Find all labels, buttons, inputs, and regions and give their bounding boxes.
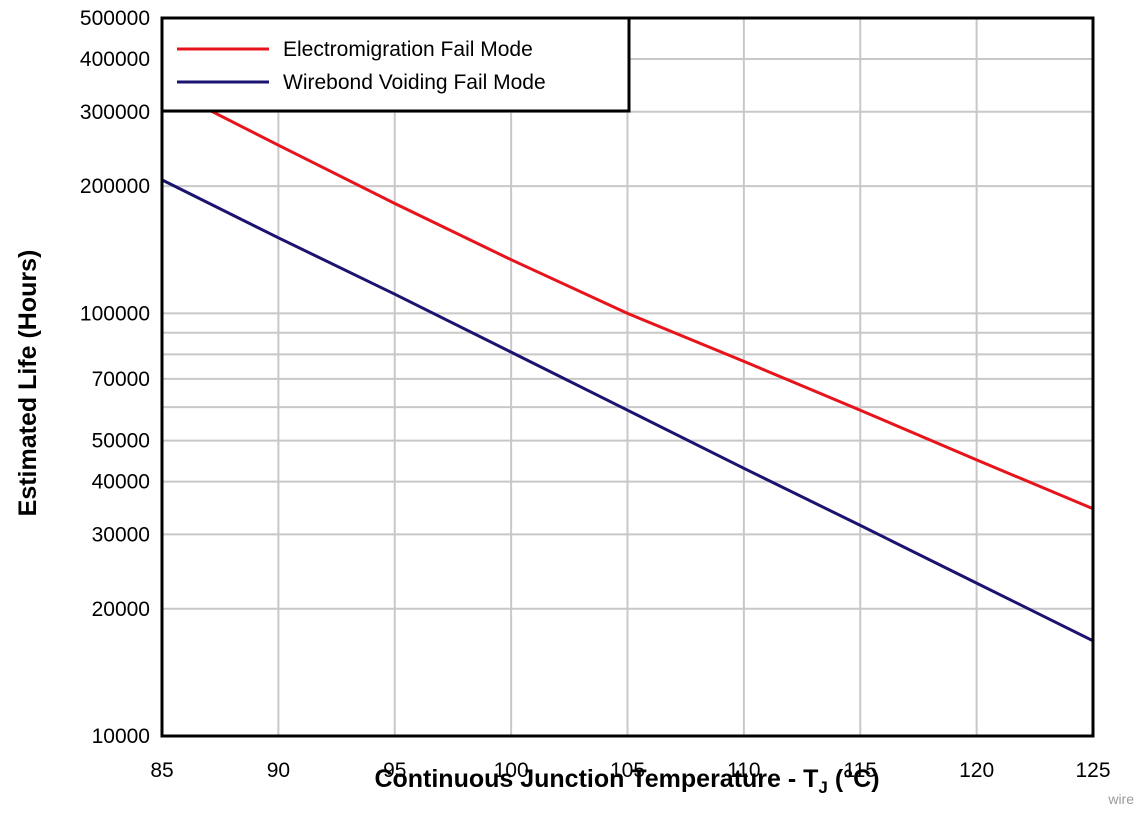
y-tick-label: 500000 (80, 7, 150, 30)
x-tick-label: 100 (494, 759, 529, 782)
x-axis-title: Continuous Junction Temperature - TJ (°C… (374, 765, 879, 797)
legend-label: Electromigration Fail Mode (283, 38, 533, 61)
y-tick-label: 400000 (80, 48, 150, 71)
y-axis-title: Estimated Life (Hours) (14, 250, 42, 517)
x-tick-label: 115 (844, 759, 877, 782)
x-tick-label: 125 (1075, 759, 1110, 782)
series-line-1 (161, 84, 1094, 511)
x-tick-label: 85 (150, 759, 173, 782)
footer-note: wire (1108, 791, 1134, 807)
legend-box (160, 16, 631, 113)
y-axis-ticks: 10000 20000 30000 40000 50000 70000 100000 2000… (80, 7, 150, 748)
x-tick-label: 105 (610, 759, 645, 782)
y-tick-label: 10000 (92, 725, 150, 748)
x-axis-ticks: 85 90 95 100 105 110 115 120 125 (150, 759, 1110, 782)
y-tick-label: 70000 (92, 368, 150, 391)
y-tick-label: 40000 (92, 471, 150, 494)
legend-label: Wirebond Voiding Fail Mode (283, 71, 546, 94)
x-tick-label: 110 (727, 759, 760, 782)
x-tick-label: 90 (267, 759, 290, 782)
grid (162, 18, 1093, 736)
x-tick-label: 120 (959, 759, 994, 782)
x-tick-label: 95 (383, 759, 406, 782)
y-tick-label: 300000 (80, 101, 150, 124)
series-line-2 (161, 178, 1094, 643)
x-axis-title-subscript: J (818, 778, 827, 797)
y-tick-label: 20000 (92, 598, 150, 621)
y-tick-label: 200000 (80, 175, 150, 198)
legend: Electromigration Fail Mode Wirebond Voidi… (160, 16, 631, 113)
series-layer (161, 84, 1094, 643)
y-tick-label: 30000 (92, 523, 150, 546)
y-tick-label: 100000 (80, 302, 150, 325)
y-tick-label: 50000 (92, 430, 150, 453)
